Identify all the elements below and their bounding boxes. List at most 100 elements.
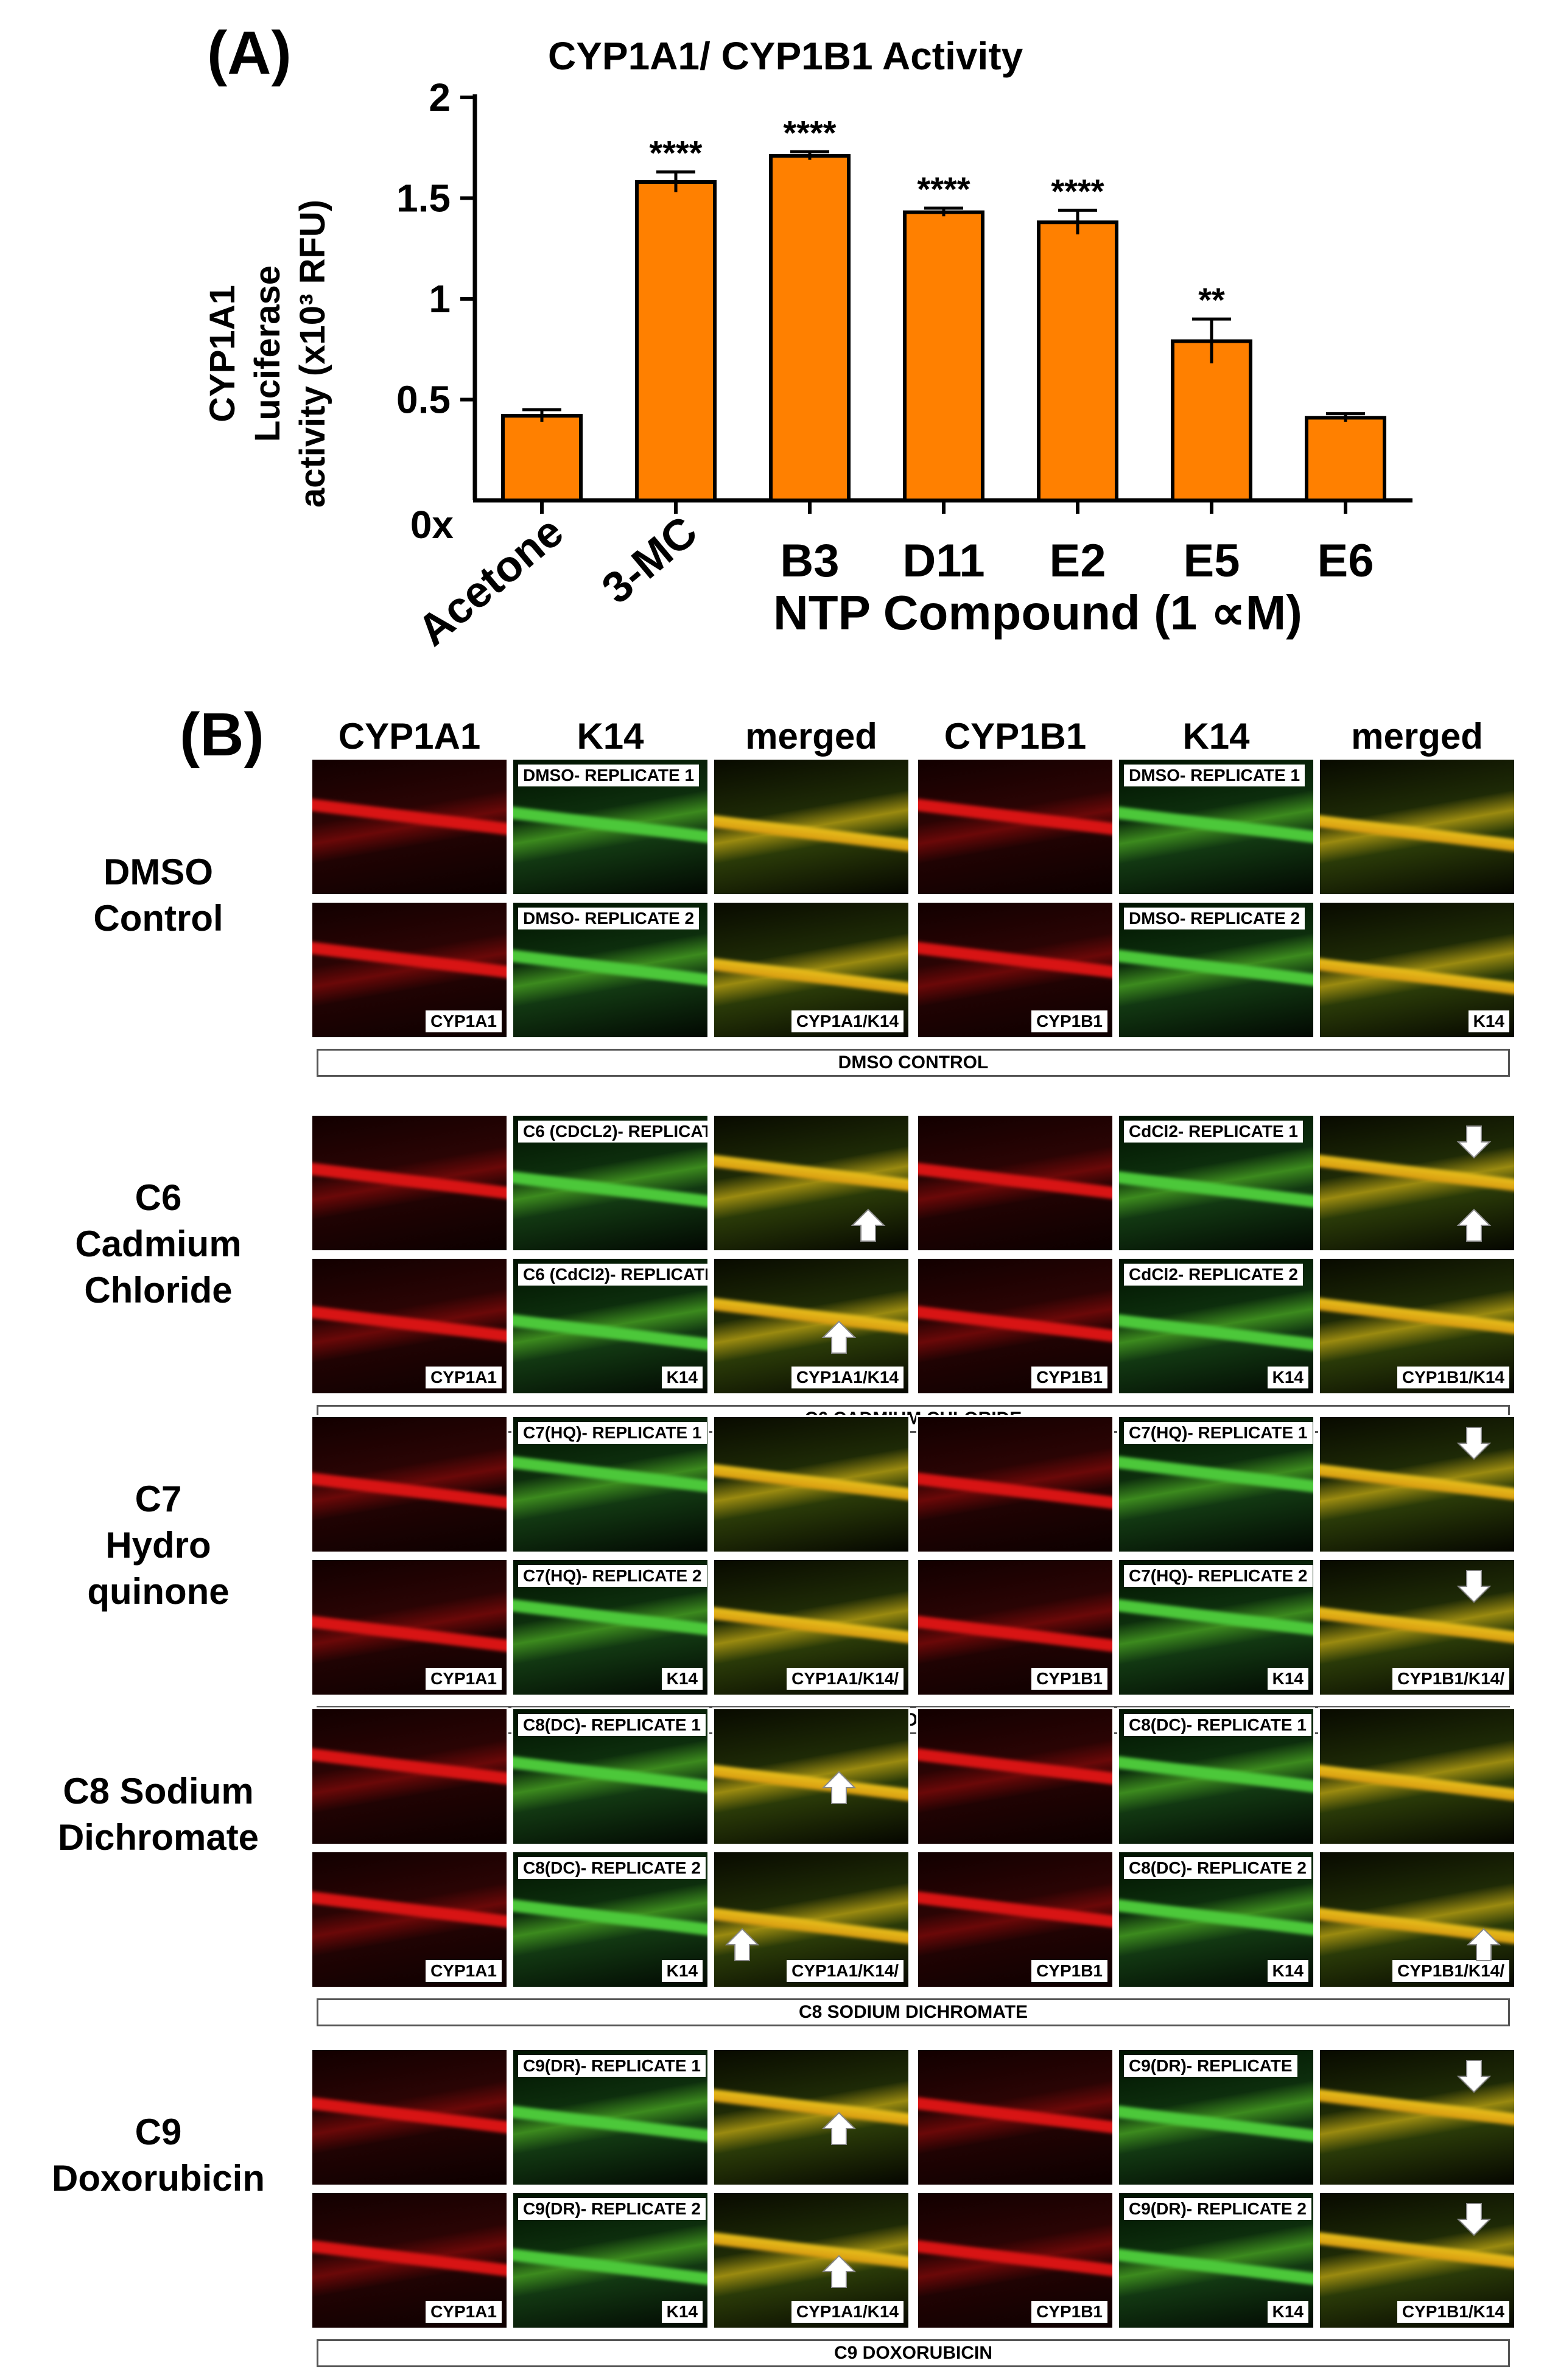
bar: [1171, 339, 1252, 502]
micrograph-cyp1a1-replicate-1: [311, 1415, 508, 1553]
arrow-shape: [822, 2255, 857, 2289]
replicate-tag: DMSO- REPLICATE 2: [1124, 908, 1305, 929]
group-label: C8 Sodium Dichromate: [57, 1771, 259, 1858]
channel-label: K14: [1267, 1960, 1308, 1982]
micrograph-k14-replicate-1: C7(HQ)- REPLICATE 1: [1117, 1415, 1315, 1553]
channel-label: K14: [1267, 2301, 1308, 2323]
micrograph-cyp1b1-replicate-1: [916, 1707, 1114, 1846]
arrow-shape: [725, 1928, 760, 1961]
channel-label: CYP1A1/K14: [791, 1010, 904, 1032]
micrograph-cyp1a1-replicate-1: [311, 2048, 508, 2186]
micrograph-k14-replicate-1: C8(DC)- REPLICATE 1: [1117, 1707, 1315, 1846]
panel-b-label: (B): [180, 701, 264, 769]
arrow-down-icon: [1456, 1125, 1492, 1159]
significance-label: ****: [783, 113, 836, 152]
replicate-tag: CdCl2- REPLICATE 2: [1124, 1264, 1303, 1286]
y-tick-label: 0x: [410, 503, 454, 547]
tissue-band: [714, 1463, 908, 1502]
micrograph-cyp1b1-replicate-1: [916, 1114, 1114, 1252]
channel-label: CYP1B1/K14: [1397, 1367, 1509, 1388]
tissue-band: [513, 948, 707, 987]
micrograph-cyp1a1-replicate-2: CYP1A1: [311, 1850, 508, 1989]
channel-label: CYP1A1/K14/: [787, 1960, 904, 1982]
column-header: merged: [1351, 716, 1483, 757]
channel-label: CYP1B1: [1031, 1010, 1107, 1032]
micrograph-k14-replicate-1: C9(DR)- REPLICATE 1: [511, 2048, 709, 2186]
tissue-band: [714, 1606, 908, 1645]
micrograph-k14-replicate-1: CdCl2- REPLICATE 1: [1117, 1114, 1315, 1252]
micrograph-cyp1a1-replicate-1: [311, 1707, 508, 1846]
significance-label: ****: [649, 133, 702, 172]
arrow-up-icon: [851, 1208, 886, 1242]
micrograph-merged-replicate-1: [1318, 1707, 1516, 1846]
bar: [903, 210, 984, 502]
y-tick-label: 1.5: [396, 177, 451, 220]
replicate-tag: C9(DR)- REPLICATE 2: [1124, 2198, 1311, 2220]
bar-chart: 0x0.511.52Acetone****3-MC****B3****D11**…: [396, 75, 1412, 656]
arrow-shape: [1456, 2203, 1492, 2236]
micrograph-merged-replicate-1: [712, 758, 910, 896]
column-header: CYP1B1: [944, 716, 1087, 757]
tissue-band: [312, 1747, 507, 1786]
micrograph-cyp1b1-replicate-2: CYP1B1: [916, 2191, 1114, 2329]
micrograph-cyp1b1-replicate-2: CYP1B1: [916, 901, 1114, 1039]
arrow-up-icon: [1456, 1208, 1492, 1242]
tissue-band: [312, 1890, 507, 1929]
arrow-down-icon: [1456, 2203, 1492, 2236]
replicate-tag: C7(HQ)- REPLICATE 2: [1124, 1565, 1313, 1587]
replicate-tag: C9(DR)- REPLICATE: [1124, 2055, 1297, 2077]
tissue-band: [918, 1304, 1112, 1343]
channel-label: K14: [661, 1367, 703, 1388]
micrograph-merged-replicate-2: CYP1B1/K14: [1318, 1257, 1516, 1395]
panel-a-label: (A): [207, 19, 292, 87]
tissue-band: [918, 2239, 1112, 2278]
tissue-band: [1320, 814, 1514, 852]
x-axis-label: NTP Compound (1 ∝M): [773, 586, 1302, 640]
micrograph-k14-replicate-1: C6 (CDCL2)- REPLICATE 1: [511, 1114, 709, 1252]
arrow-down-icon: [1456, 2060, 1492, 2093]
tissue-band: [312, 1471, 507, 1510]
micrograph-cyp1b1-replicate-1: [916, 2048, 1114, 2186]
tissue-band: [714, 1763, 908, 1802]
tissue-band: [1320, 1463, 1514, 1502]
group-caption: DMSO CONTROL: [317, 1049, 1510, 1077]
tissue-band: [918, 1471, 1112, 1510]
channel-label: K14: [1468, 1010, 1509, 1032]
replicate-tag: DMSO- REPLICATE 1: [1124, 765, 1305, 786]
micrograph-merged-replicate-2: CYP1A1/K14/: [712, 1850, 910, 1989]
channel-label: CYP1A1/K14: [791, 1367, 904, 1388]
tissue-band: [1320, 1606, 1514, 1645]
significance-label: **: [1198, 281, 1225, 319]
channel-label: K14: [661, 2301, 703, 2323]
tissue-band: [1320, 1763, 1514, 1802]
micrograph-merged-replicate-2: K14: [1318, 901, 1516, 1039]
tissue-band: [312, 1614, 507, 1653]
channel-label: CYP1B1/K14: [1397, 2301, 1509, 2323]
tissue-band: [714, 957, 908, 995]
category-label: 3-MC: [593, 507, 706, 613]
micrograph-k14-replicate-2: C9(DR)- REPLICATE 2 K14: [511, 2191, 709, 2329]
replicate-tag: C8(DC)- REPLICATE 2: [1124, 1857, 1311, 1879]
micrograph-merged-replicate-1: [712, 1114, 910, 1252]
channel-label: CYP1A1: [426, 1668, 502, 1690]
channel-label: CYP1A1: [426, 1367, 502, 1388]
tissue-band: [1119, 805, 1313, 844]
replicate-tag: C6 (CdCl2)- REPLICATE 2: [518, 1264, 707, 1286]
arrow-up-icon: [822, 2112, 857, 2146]
tissue-band: [513, 2104, 707, 2143]
arrow-shape: [1456, 1208, 1492, 1242]
micrograph-merged-replicate-2: CYP1B1/K14: [1318, 2191, 1516, 2329]
tissue-band: [1119, 1313, 1313, 1351]
channel-label: CYP1B1: [1031, 1960, 1107, 1982]
channel-label: CYP1B1: [1031, 1668, 1107, 1690]
micrograph-k14-replicate-2: DMSO- REPLICATE 2: [1117, 901, 1315, 1039]
replicate-tag: C7(HQ)- REPLICATE 1: [1124, 1422, 1313, 1444]
micrograph-merged-replicate-2: CYP1A1/K14: [712, 901, 910, 1039]
micrograph-merged-replicate-1: [712, 1415, 910, 1553]
arrow-shape: [822, 1321, 857, 1354]
tissue-band: [714, 1297, 908, 1335]
micrograph-merged-replicate-2: CYP1A1/K14: [712, 2191, 910, 2329]
group-caption: C9 DOXORUBICIN: [317, 2339, 1510, 2367]
micrograph-k14-replicate-2: C8(DC)- REPLICATE 2 K14: [1117, 1850, 1315, 1989]
column-header: merged: [745, 716, 877, 757]
